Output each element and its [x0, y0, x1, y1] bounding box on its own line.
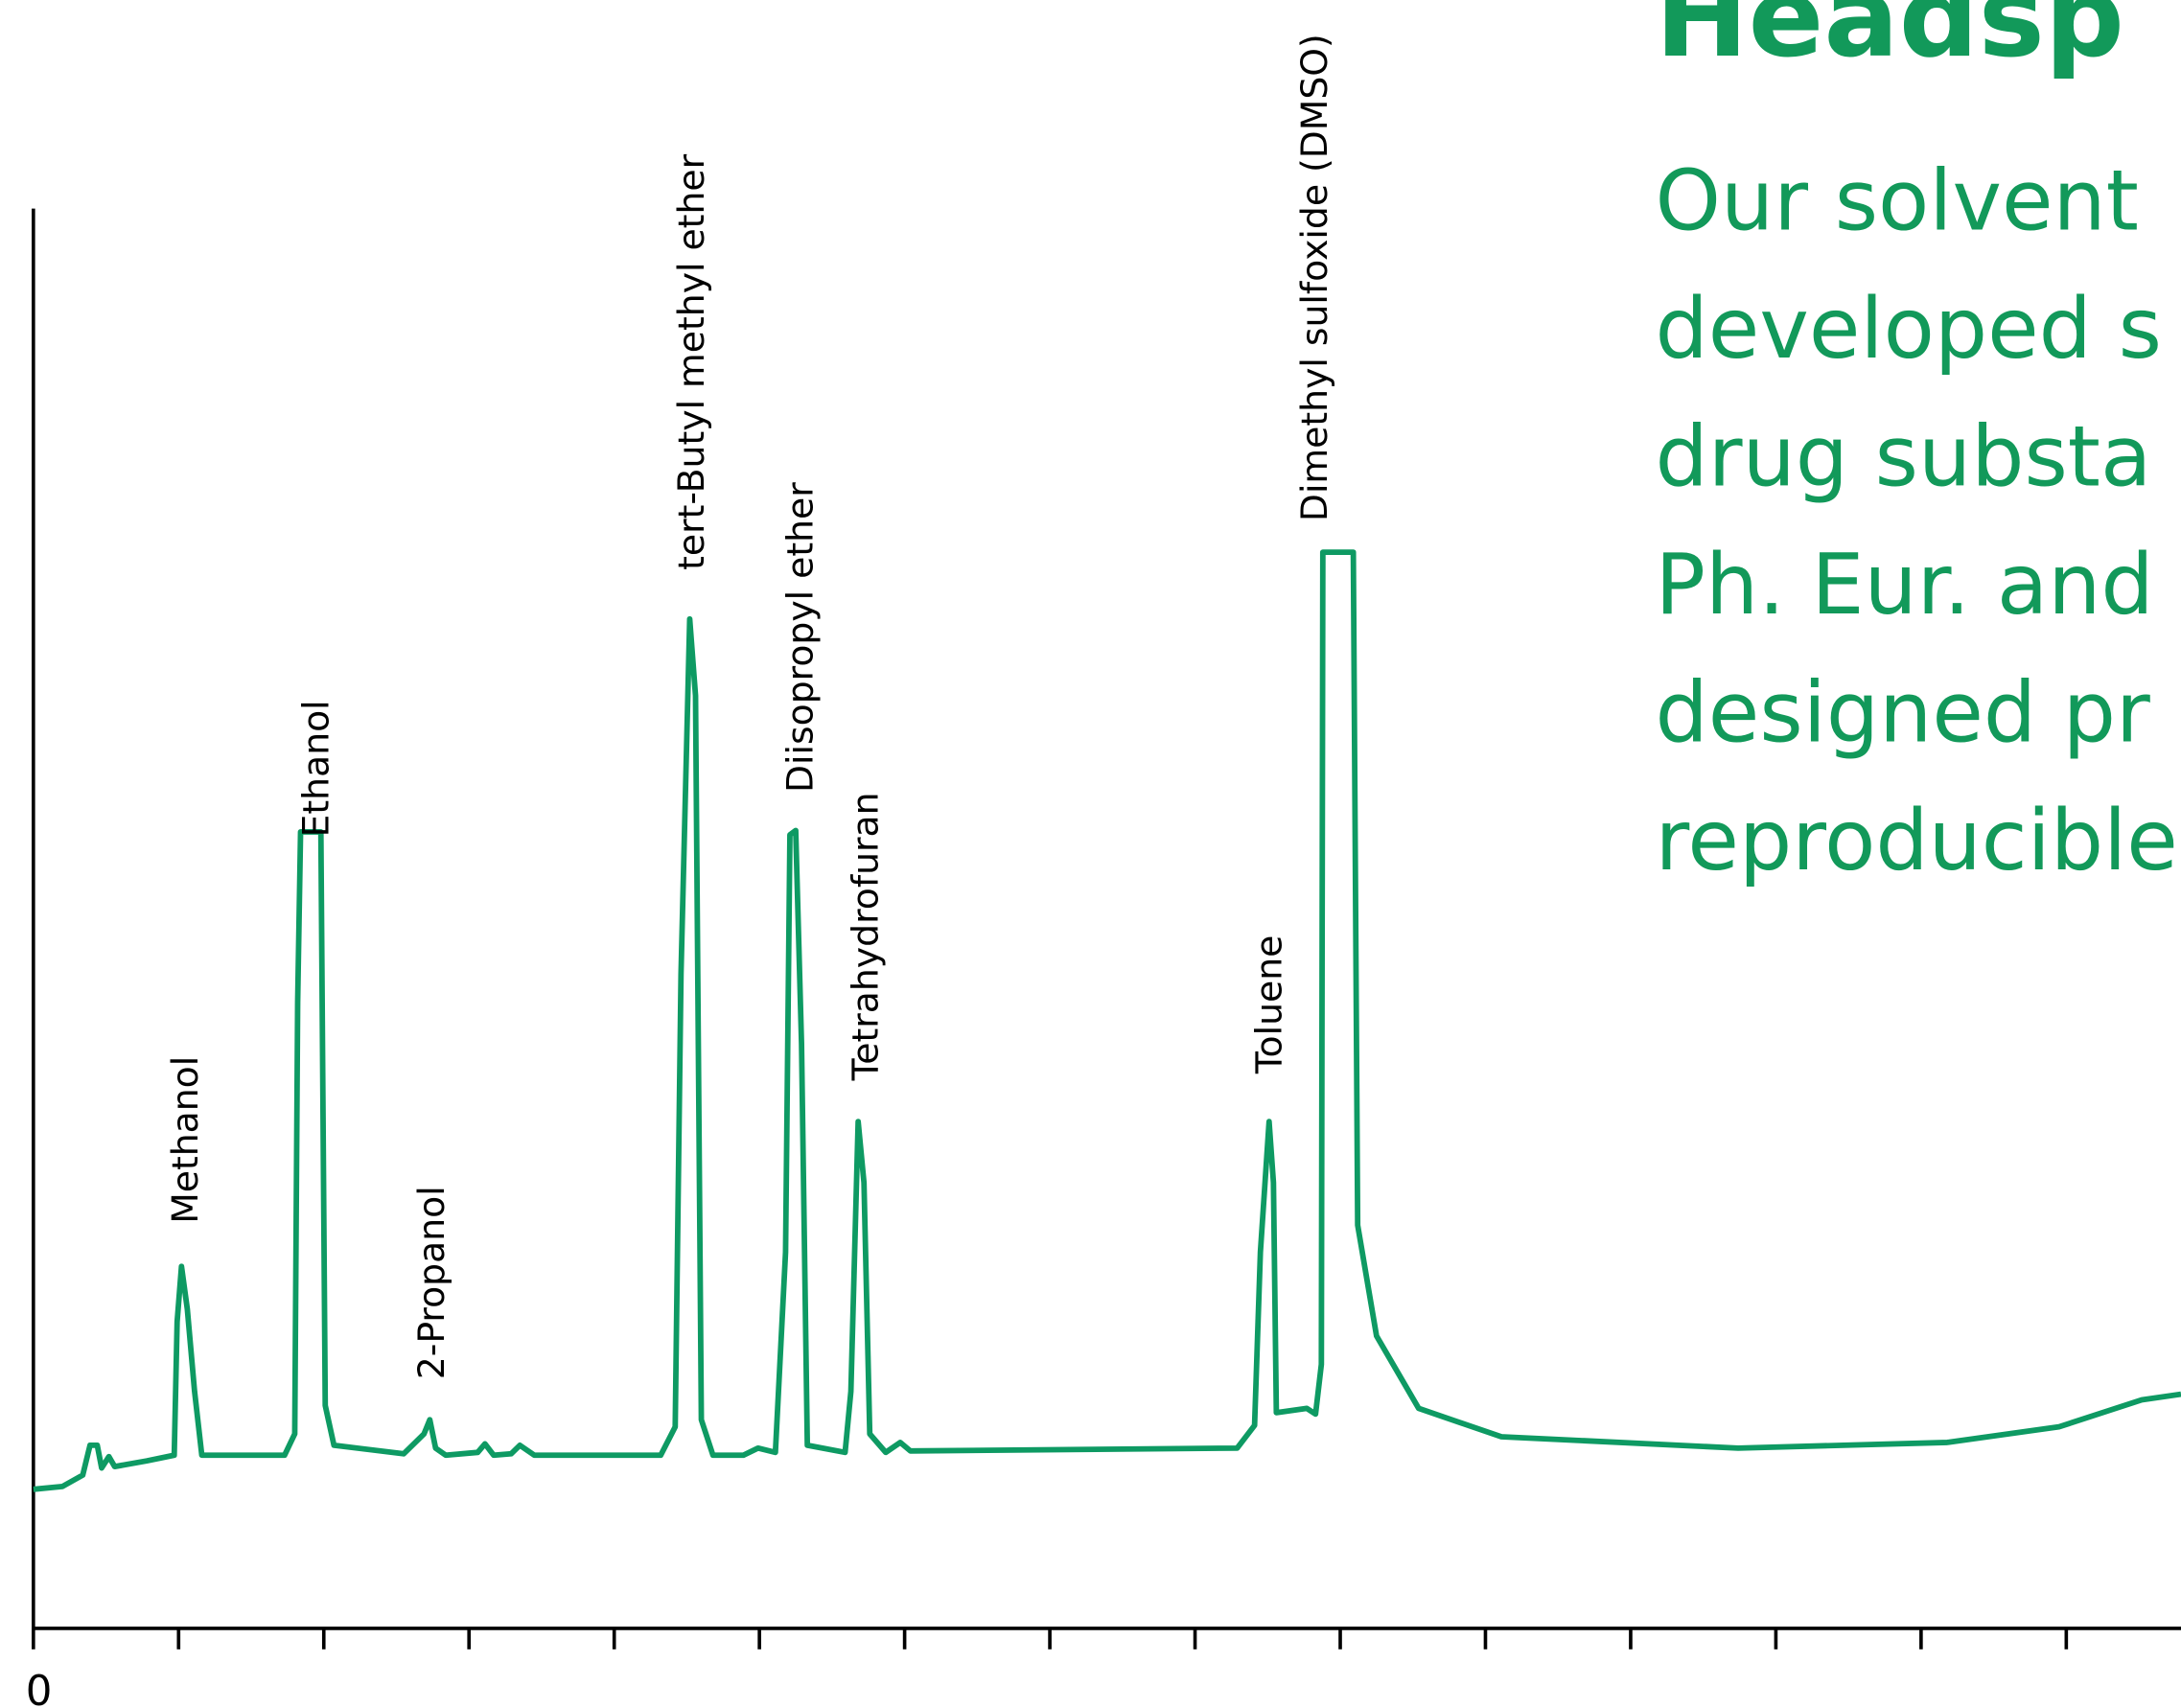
body-text: drug substa [1656, 407, 2152, 505]
trace [33, 549, 2181, 1492]
peak-label: Toluene [1247, 935, 1289, 1074]
peak-label: 2-Propanol [410, 1186, 452, 1379]
peak-label: Diisopropyl ether [778, 482, 821, 793]
peak-label: tert-Butyl methyl ether [670, 153, 712, 569]
peak-label: Ethanol [294, 700, 336, 837]
peak-label: Dimethyl sulfoxide (DMSO) [1293, 34, 1335, 521]
body-text: reproducible [1656, 792, 2178, 889]
peak-label: Tetrahydrofuran [845, 792, 887, 1081]
peak-label: Methanol [164, 1056, 206, 1224]
x-tick-label: 0 [26, 1668, 53, 1708]
chart-area: Headsp 0 Methanol Ethanol 2-Propanol tert-Bu… [26, 0, 2181, 1708]
body-text: developed s [1656, 280, 2162, 378]
page-title: Headsp [1656, 0, 2124, 82]
body-text: Ph. Eur. and [1656, 536, 2154, 634]
body-text: designed pr [1656, 663, 2151, 761]
body-text: Our solvent [1656, 151, 2139, 249]
